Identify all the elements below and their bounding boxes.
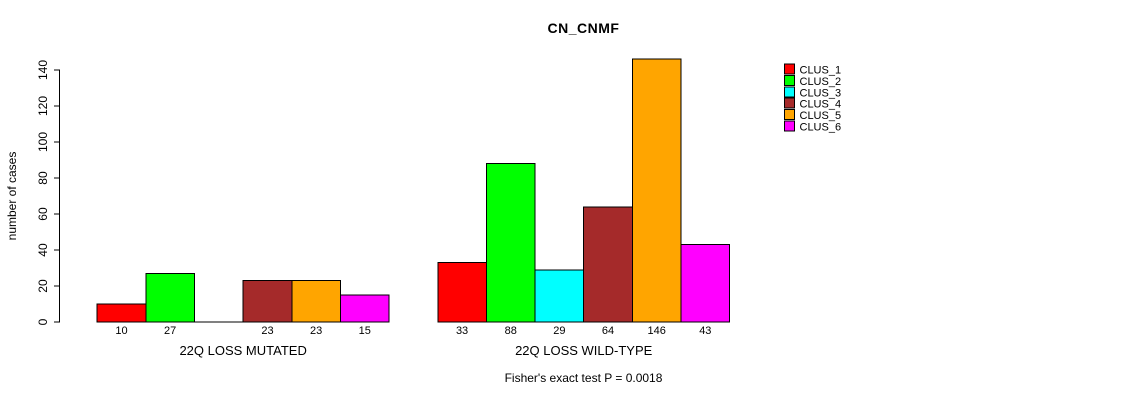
bar-value-label: 23 bbox=[261, 325, 273, 337]
bar-value-label: 29 bbox=[553, 325, 565, 337]
y-axis-tick-label: 40 bbox=[36, 243, 50, 257]
bar-value-label: 33 bbox=[456, 325, 468, 337]
bar-clus_6-group1 bbox=[339, 294, 390, 323]
bar-clus_3-group2 bbox=[534, 269, 585, 323]
group-label: 22Q LOSS WILD-TYPE bbox=[515, 343, 653, 358]
legend-label: CLUS_4 bbox=[800, 99, 842, 111]
y-axis-tick-label: 0 bbox=[36, 318, 50, 325]
y-axis-tick-label: 100 bbox=[36, 132, 50, 152]
legend-swatch-clus_2 bbox=[784, 74, 795, 86]
legend-label: CLUS_6 bbox=[800, 122, 842, 134]
bar-value-label: 43 bbox=[699, 325, 711, 337]
group-label: 22Q LOSS MUTATED bbox=[179, 343, 306, 358]
bar-clus_6-group2 bbox=[680, 244, 731, 323]
bar-value-label: 27 bbox=[164, 325, 176, 337]
legend-label: CLUS_3 bbox=[800, 87, 842, 99]
chart-footnote: Fisher's exact test P = 0.0018 bbox=[504, 371, 663, 385]
bar-clus_2-group1 bbox=[145, 272, 196, 323]
legend-label: CLUS_2 bbox=[800, 76, 842, 88]
bar-clus_1-group1 bbox=[96, 303, 147, 323]
bar-value-label: 23 bbox=[310, 325, 322, 337]
legend-swatch-clus_5 bbox=[784, 109, 795, 121]
bar-value-label: 10 bbox=[115, 325, 127, 337]
legend-swatch-clus_6 bbox=[784, 120, 795, 132]
y-axis-tick-label: 120 bbox=[36, 96, 50, 116]
legend-label: CLUS_1 bbox=[800, 65, 842, 77]
bar-value-label: 15 bbox=[359, 325, 371, 337]
chart-title: CN_CNMF bbox=[547, 20, 620, 36]
y-axis-tick-label: 80 bbox=[36, 171, 50, 185]
bar-clus_1-group2 bbox=[437, 262, 487, 323]
y-axis-tick-label: 60 bbox=[36, 207, 50, 221]
legend-label: CLUS_5 bbox=[800, 110, 842, 122]
legend-swatch-clus_4 bbox=[784, 97, 795, 109]
legend-swatch-clus_3 bbox=[784, 86, 795, 98]
bar-clus_5-group1 bbox=[291, 280, 341, 323]
bar-value-label: 146 bbox=[647, 325, 665, 337]
bar-clus_2-group2 bbox=[485, 163, 536, 323]
y-axis-title: number of cases bbox=[5, 152, 19, 241]
bar-clus_4-group1 bbox=[242, 280, 293, 323]
y-axis-tick-label: 20 bbox=[36, 279, 50, 293]
bar-clus_5-group2 bbox=[631, 58, 682, 323]
legend-swatch-clus_1 bbox=[784, 63, 795, 75]
bar-value-label: 88 bbox=[505, 325, 517, 337]
y-axis-tick-label: 140 bbox=[36, 60, 50, 80]
bar-value-label: 64 bbox=[602, 325, 614, 337]
bar-clus_4-group2 bbox=[583, 206, 633, 323]
